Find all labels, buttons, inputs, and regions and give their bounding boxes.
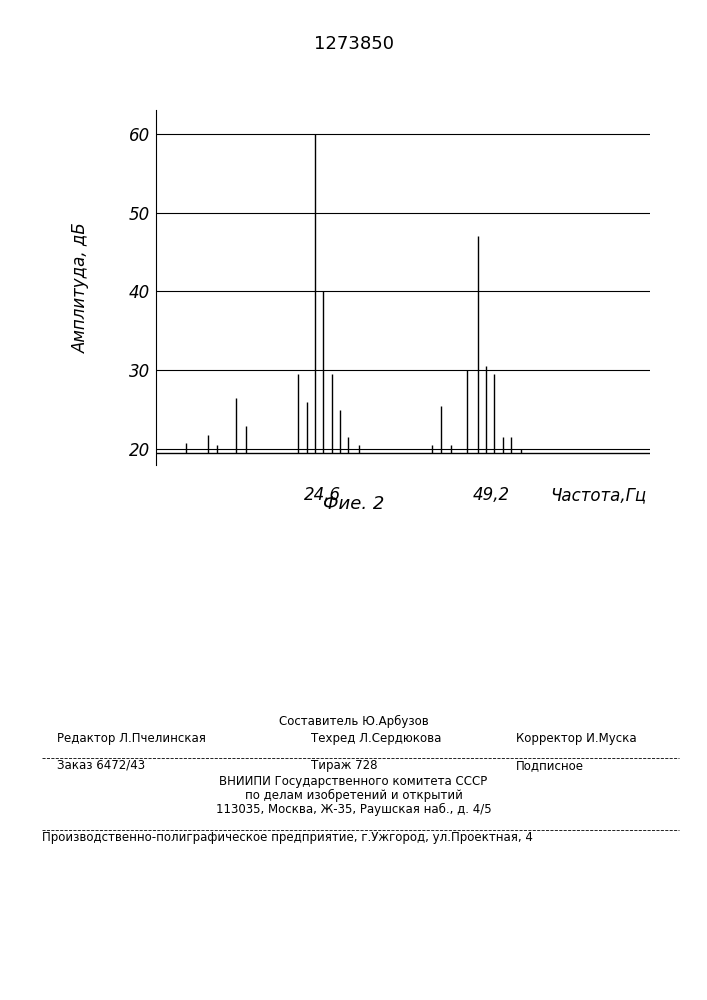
Text: 113035, Москва, Ж-35, Раушская наб., д. 4/5: 113035, Москва, Ж-35, Раушская наб., д. … [216,803,491,816]
Text: по делам изобретений и открытий: по делам изобретений и открытий [245,789,462,802]
Text: ВНИИПИ Государственного комитета СССР: ВНИИПИ Государственного комитета СССР [219,775,488,788]
Text: Редактор Л.Пчелинская: Редактор Л.Пчелинская [57,732,206,745]
Text: Подписное: Подписное [516,759,584,772]
Text: Производственно-полиграфическое предприятие, г.Ужгород, ул.Проектная, 4: Производственно-полиграфическое предприя… [42,831,533,844]
Text: 24,6: 24,6 [303,486,341,504]
Text: Техред Л.Сердюкова: Техред Л.Сердюкова [311,732,441,745]
Text: Частота,Гц: Частота,Гц [550,486,646,504]
Text: Составитель Ю.Арбузов: Составитель Ю.Арбузов [279,715,428,728]
Text: 49,2: 49,2 [472,486,510,504]
Text: Заказ 6472/43: Заказ 6472/43 [57,759,145,772]
Text: 1273850: 1273850 [313,35,394,53]
Text: Корректор И.Муска: Корректор И.Муска [516,732,637,745]
Text: Тираж 728: Тираж 728 [311,759,378,772]
Text: Амплитуда, дБ: Амплитуда, дБ [72,222,90,353]
Text: Фие. 2: Фие. 2 [323,495,384,513]
